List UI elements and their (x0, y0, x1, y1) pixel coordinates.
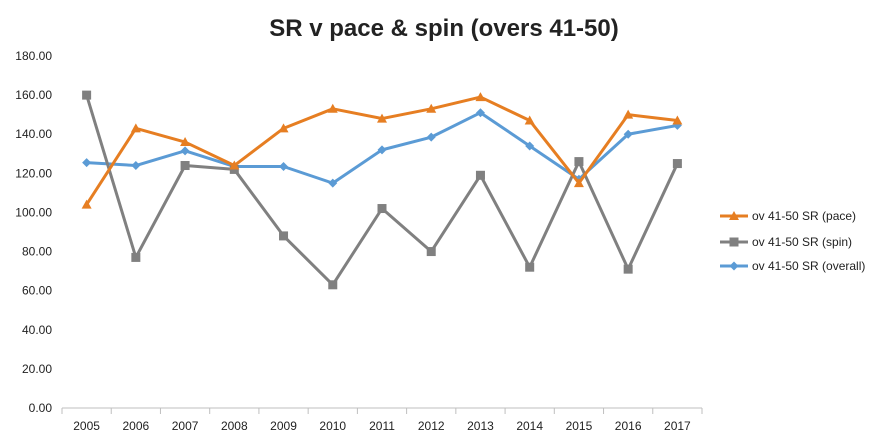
series-square (82, 90, 682, 290)
data-point (279, 161, 289, 171)
x-tick-label: 2014 (516, 419, 543, 433)
x-tick-label: 2007 (172, 419, 199, 433)
y-tick-label: 140.00 (15, 127, 52, 141)
x-tick-label: 2010 (319, 419, 346, 433)
x-tick-label: 2006 (122, 419, 149, 433)
y-tick-label: 100.00 (15, 205, 52, 219)
data-point (426, 103, 437, 113)
y-tick-label: 20.00 (22, 362, 52, 376)
data-point (623, 264, 633, 274)
x-tick-label: 2016 (615, 419, 642, 433)
data-point (672, 115, 683, 125)
legend-label: ov 41-50 SR (pace) (752, 209, 856, 223)
chart-title: SR v pace & spin (overs 41-50) (269, 15, 618, 42)
data-point (377, 113, 387, 123)
y-tick-label: 120.00 (15, 166, 52, 180)
data-point (82, 90, 92, 100)
data-point (131, 252, 141, 262)
data-point (525, 262, 535, 272)
legend-marker (729, 211, 739, 220)
x-tick-label: 2013 (467, 419, 494, 433)
plot-area (81, 90, 683, 290)
data-point (475, 170, 485, 180)
data-point (574, 157, 584, 167)
x-tick-label: 2015 (566, 419, 593, 433)
data-point (672, 159, 682, 169)
data-point (623, 109, 634, 119)
data-point (180, 137, 191, 147)
x-tick-label: 2008 (221, 419, 248, 433)
legend-marker (729, 237, 739, 247)
y-tick-label: 160.00 (15, 88, 52, 102)
legend-item: ov 41-50 SR (overall) (720, 259, 865, 273)
data-point (327, 103, 338, 113)
legend-label: ov 41-50 SR (overall) (752, 259, 865, 273)
series-triangle (81, 92, 683, 209)
legend-item: ov 41-50 SR (spin) (720, 235, 852, 249)
data-point (475, 108, 485, 118)
y-tick-label: 0.00 (29, 401, 53, 415)
data-point (623, 129, 633, 139)
y-tick-label: 40.00 (22, 323, 52, 337)
data-point (524, 115, 535, 125)
x-tick-label: 2012 (418, 419, 445, 433)
data-point (279, 231, 289, 241)
data-point (229, 160, 240, 170)
x-tick-label: 2011 (369, 419, 395, 433)
legend: ov 41-50 SR (pace) ov 41-50 SR (spin) ov 4… (720, 209, 865, 273)
series-line (85, 94, 679, 287)
x-tick-label: 2009 (270, 419, 297, 433)
legend-item: ov 41-50 SR (pace) (720, 209, 856, 223)
data-point (426, 247, 436, 257)
data-point (377, 145, 387, 155)
data-point (377, 204, 387, 214)
data-point (278, 123, 289, 133)
data-point (525, 141, 535, 151)
data-point (328, 280, 338, 290)
y-tick-label: 80.00 (22, 245, 52, 259)
x-tick-label: 2017 (664, 419, 691, 433)
legend-marker (729, 261, 739, 271)
data-point (180, 146, 190, 156)
data-point (475, 92, 486, 102)
data-point (82, 158, 92, 168)
y-tick-label: 180.00 (15, 49, 52, 63)
data-point (180, 161, 190, 171)
data-point (328, 178, 338, 188)
legend-label: ov 41-50 SR (spin) (752, 235, 852, 249)
data-point (426, 132, 436, 142)
axes: 2005 2006 2007 2008 2009 2010 2011 2012 2013 2014… (15, 49, 703, 433)
data-point (573, 178, 584, 188)
x-tick-label: 2005 (73, 419, 100, 433)
data-point (130, 123, 141, 133)
data-point (81, 199, 92, 209)
data-point (131, 161, 141, 171)
y-tick-label: 60.00 (22, 284, 52, 298)
